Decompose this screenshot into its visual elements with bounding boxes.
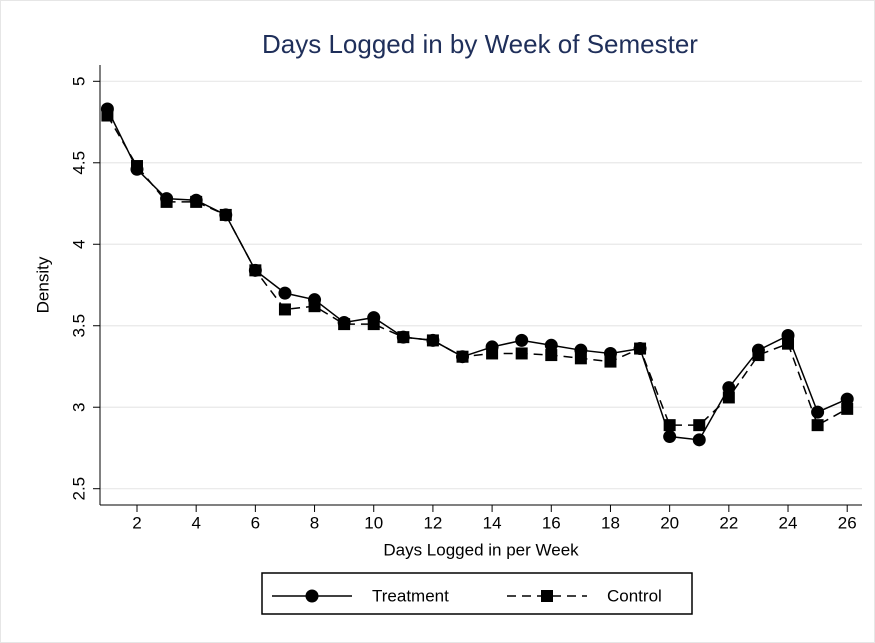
marker [486, 347, 499, 360]
marker [367, 318, 380, 331]
marker [693, 419, 706, 432]
chart-title: Days Logged in by Week of Semester [262, 29, 698, 59]
marker [190, 195, 203, 208]
x-tick-label: 4 [191, 513, 200, 532]
y-tick-label: 4.5 [69, 151, 88, 175]
marker [752, 349, 765, 362]
marker [574, 352, 587, 365]
marker [604, 355, 617, 368]
marker [634, 342, 647, 355]
legend-box [261, 572, 693, 615]
x-tick-label: 2 [132, 513, 141, 532]
y-tick-label: 3.5 [69, 314, 88, 338]
marker [515, 333, 529, 347]
marker [397, 331, 410, 344]
y-tick-label: 5 [69, 77, 88, 86]
marker [456, 350, 469, 363]
x-tick-label: 14 [483, 513, 502, 532]
x-tick-label: 16 [542, 513, 561, 532]
marker [841, 402, 854, 415]
marker [692, 433, 706, 447]
x-tick-label: 18 [601, 513, 620, 532]
marker [782, 337, 795, 350]
x-tick-label: 24 [779, 513, 798, 532]
marker [515, 347, 528, 360]
x-tick-label: 22 [719, 513, 738, 532]
marker [101, 109, 114, 122]
x-axis-label: Days Logged in per Week [383, 540, 579, 559]
marker [278, 286, 292, 300]
legend-label: Treatment [372, 586, 449, 605]
legend-marker [541, 590, 553, 602]
marker [278, 303, 291, 316]
x-tick-label: 8 [310, 513, 319, 532]
marker [544, 338, 558, 352]
y-tick-label: 4 [69, 240, 88, 249]
marker [722, 391, 735, 404]
y-axis-label: Density [33, 256, 52, 313]
marker [219, 208, 232, 221]
y-tick-label: 2.5 [69, 477, 88, 501]
marker [338, 318, 351, 331]
marker [249, 264, 262, 277]
x-tick-label: 20 [660, 513, 679, 532]
marker [663, 419, 676, 432]
marker [545, 349, 558, 362]
x-tick-label: 6 [251, 513, 260, 532]
marker [840, 392, 854, 406]
x-tick-label: 10 [364, 513, 383, 532]
x-tick-label: 12 [423, 513, 442, 532]
marker [663, 430, 677, 444]
marker [308, 300, 321, 313]
x-tick-label: 26 [838, 513, 857, 532]
legend-marker [305, 589, 319, 603]
marker [811, 419, 824, 432]
marker [160, 195, 173, 208]
marker [722, 381, 736, 395]
marker [130, 160, 143, 173]
marker [426, 334, 439, 347]
legend-label: Control [607, 586, 662, 605]
y-tick-label: 3 [69, 402, 88, 411]
marker [811, 405, 825, 419]
